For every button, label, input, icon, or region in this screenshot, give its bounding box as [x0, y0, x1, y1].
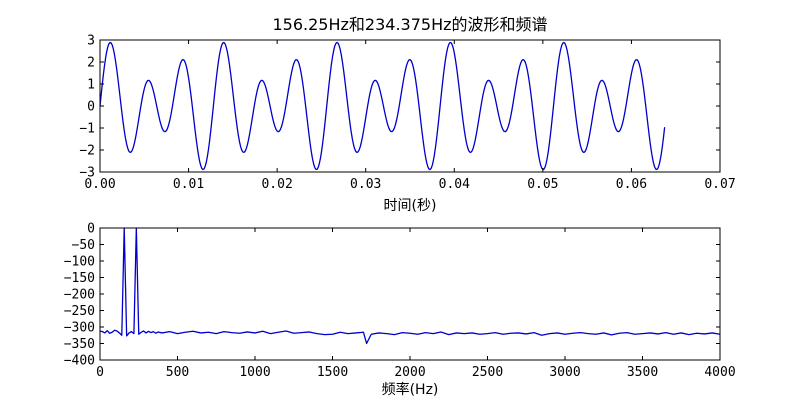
waveform-x-label: 时间(秒) [384, 198, 437, 214]
spectrum-y-tick-label: 0 [87, 222, 95, 237]
waveform-x-tick-label: 0.06 [616, 177, 647, 192]
chart-title: 156.25Hz和234.375Hz的波形和频谱 [272, 15, 547, 34]
spectrum-panel: 0 500 1000 1500 2000 2500 3000 3500 4000 0−50−10… [64, 222, 736, 399]
spectrum-x-tick-label: 3000 [549, 365, 580, 380]
spectrum-y-tick-label: −50 [72, 238, 95, 253]
spectrum-y-tick-label: −400 [64, 354, 95, 369]
spectrum-y-tick-label: −300 [64, 321, 95, 336]
spectrum-x-tick-label: 2500 [472, 365, 503, 380]
waveform-x-tick-label: 0.00 [84, 177, 115, 192]
waveform-line [99, 41, 666, 171]
waveform-y-tick-label: 1 [87, 78, 95, 93]
spectrum-y-tick-label: −350 [64, 337, 95, 352]
spectrum-x-tick-label: 1000 [239, 365, 270, 380]
waveform-y-tick-label: −3 [79, 166, 95, 181]
spectrum-x-ticks: 0 500 1000 1500 2000 2500 3000 3500 4000 [96, 228, 736, 380]
spectrum-frame [99, 227, 721, 361]
spectrum-y-tick-label: −100 [64, 255, 95, 270]
spectrum-x-tick-label: 4000 [704, 365, 735, 380]
waveform-x-tick-label: 0.02 [261, 177, 292, 192]
spectrum-y-tick-label: −200 [64, 288, 95, 303]
waveform-y-tick-label: −2 [79, 144, 95, 159]
spectrum-x-tick-label: 500 [166, 365, 189, 380]
waveform-y-tick-label: 0 [87, 100, 95, 115]
waveform-y-tick-label: −1 [79, 122, 95, 137]
waveform-y-tick-label: 3 [87, 34, 95, 49]
spectrum-x-tick-label: 0 [96, 365, 104, 380]
spectrum-x-label: 频率(Hz) [382, 381, 439, 398]
spectrum-x-tick-label: 2000 [394, 365, 425, 380]
waveform-y-ticks: 3 2 1 0 −1 −2 −3 [79, 34, 720, 181]
spectrum-y-ticks: 0−50 −100−150 −200−250 −300−350 −400 [64, 222, 720, 369]
waveform-x-ticks: 0.00 0.01 0.02 0.03 0.04 0.05 0.06 0.07 [84, 40, 736, 192]
spectrum-y-tick-label: −250 [64, 304, 95, 319]
waveform-y-tick-label: 2 [87, 56, 95, 71]
waveform-x-tick-label: 0.07 [704, 177, 735, 192]
spectrum-x-tick-label: 3500 [627, 365, 658, 380]
spectrum-line [99, 227, 721, 345]
waveform-x-tick-label: 0.01 [173, 177, 204, 192]
spectrum-x-tick-label: 1500 [317, 365, 348, 380]
spectrum-y-tick-label: −150 [64, 271, 95, 286]
waveform-x-tick-label: 0.03 [350, 177, 381, 192]
waveform-panel: 0.00 0.01 0.02 0.03 0.04 0.05 0.06 0.07 3 2 1 0 −1 −… [79, 34, 735, 215]
waveform-x-tick-label: 0.05 [527, 177, 558, 192]
waveform-x-tick-label: 0.04 [439, 177, 470, 192]
